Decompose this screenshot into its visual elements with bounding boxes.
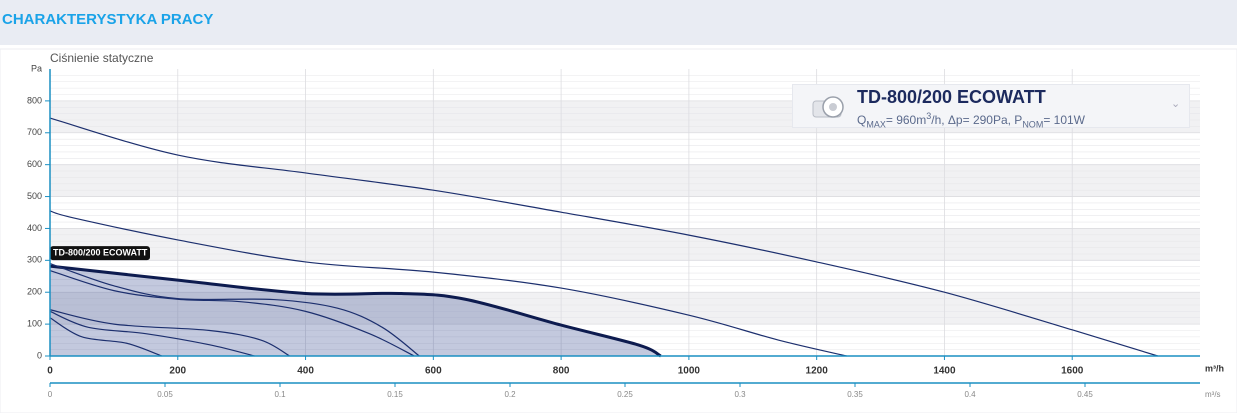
x-tick-label: 1600 (1061, 366, 1084, 377)
plot-border (0, 48, 1237, 413)
y-tick-label: 800 (27, 95, 42, 105)
x2-tick-label: 0.05 (157, 390, 173, 399)
product-icon (812, 96, 844, 118)
y-tick-label: 200 (27, 287, 42, 297)
y-tick-label: 300 (27, 255, 42, 265)
y-tick-label: 400 (27, 223, 42, 233)
card-title: TD-800/200 ECOWATT (857, 87, 1046, 107)
x-tick-label: 1200 (806, 366, 829, 377)
x2-tick-label: 0.25 (617, 390, 633, 399)
x-tick-label: 400 (297, 366, 314, 377)
curve (49, 264, 662, 358)
grid-band (50, 228, 1200, 261)
x2-tick-label: 0.4 (964, 390, 976, 399)
spec-part: NOM (1022, 119, 1044, 130)
x-tick-label: 1400 (933, 366, 956, 377)
grid-band (50, 292, 1200, 325)
x2-unit: m³/s (1205, 390, 1221, 399)
curve (49, 309, 290, 357)
card-spec: QMAX= 960m3/h, Δp= 290Pa, PNOM= 101W (857, 111, 1085, 129)
y-tick-label: 700 (27, 127, 42, 137)
curve (49, 117, 1159, 357)
series-label: TD-800/200 ECOWATT (53, 247, 148, 257)
spec-part: /h, Δp= 290Pa, P (931, 113, 1023, 127)
area (50, 266, 661, 356)
curve (49, 210, 847, 357)
x2-tick-label: 0.35 (847, 390, 863, 399)
curve (49, 269, 415, 357)
x-unit: m³/h (1205, 363, 1224, 373)
series-label-box (50, 246, 150, 261)
x2-tick-label: 0.45 (1077, 390, 1093, 399)
x2-tick-label: 0 (48, 390, 53, 399)
spec-part: Q (857, 113, 867, 127)
y-tick-label: 0 (37, 350, 42, 360)
header: CHARAKTERYSTYKA PRACY (0, 0, 1237, 45)
x-tick-label: 0 (47, 366, 53, 377)
x2-tick-label: 0.2 (504, 390, 516, 399)
chart: Ciśnienie statyczne010020030040050060070… (0, 48, 1237, 413)
spec-part: = 960m (885, 113, 927, 127)
y-tick-label: 600 (27, 159, 42, 169)
curve (49, 310, 255, 357)
spec-part: 3 (926, 111, 932, 121)
x-tick-label: 600 (425, 366, 442, 377)
y-unit: Pa (31, 63, 42, 73)
curve (49, 262, 420, 357)
spec-part: = 101W (1043, 113, 1086, 127)
chevron[interactable]: ⌄ (1171, 98, 1181, 110)
legend-card[interactable]: TD-800/200 ECOWATT QMAX= 960m3/h, Δp= 29… (792, 84, 1190, 129)
x2-tick-label: 0.15 (387, 390, 403, 399)
spec-part: MAX (866, 119, 886, 130)
y-tick-label: 100 (27, 318, 42, 328)
y-axis-title: Ciśnienie statyczne (50, 51, 154, 65)
y-tick-label: 500 (27, 191, 42, 201)
x-tick-label: 1000 (678, 366, 701, 377)
x2-tick-label: 0.3 (734, 390, 746, 399)
x2-tick-label: 0.1 (274, 390, 286, 399)
x-tick-label: 200 (169, 366, 186, 377)
header-title: CHARAKTERYSTYKA PRACY (2, 11, 214, 28)
x-tick-label: 800 (553, 366, 570, 377)
grid-band (50, 164, 1200, 197)
curve (49, 317, 163, 357)
